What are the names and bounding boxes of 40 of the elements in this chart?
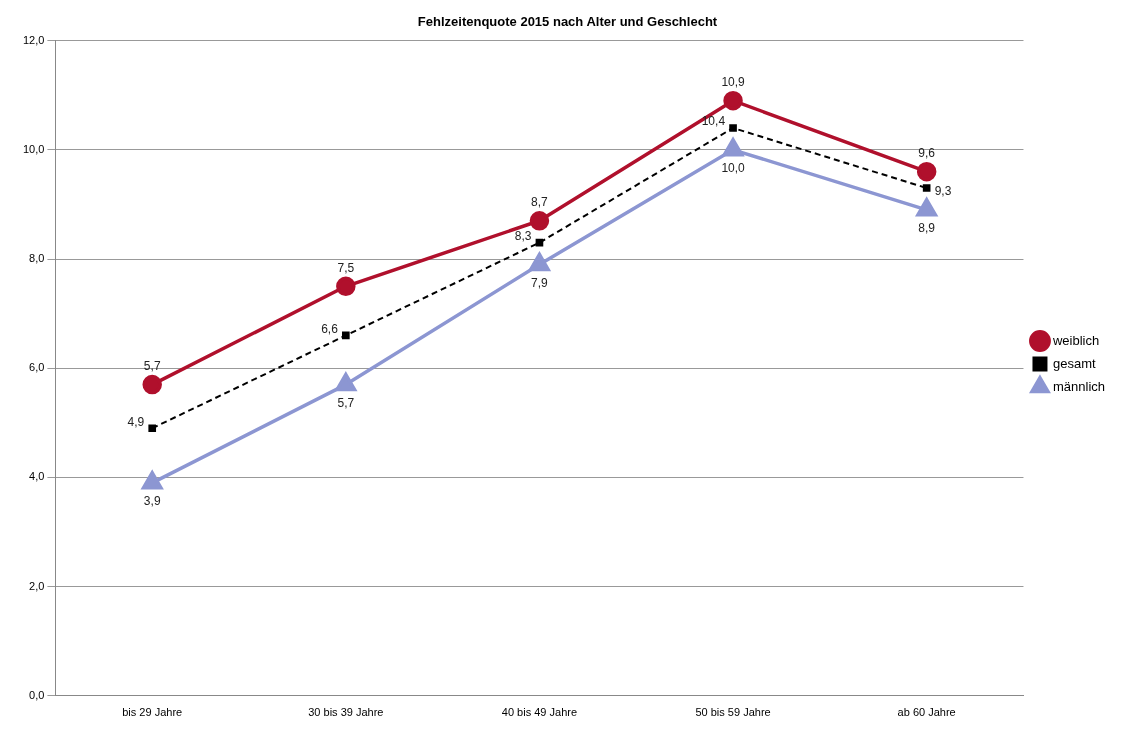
point bbox=[148, 424, 157, 433]
legend-label: männlich bbox=[1052, 378, 1106, 394]
y-tick-label: 10,0 bbox=[22, 142, 45, 155]
point bbox=[142, 374, 162, 395]
data-label: 10,4 bbox=[701, 114, 726, 129]
data-label: 10,0 bbox=[721, 161, 746, 176]
data-label: 5,7 bbox=[337, 395, 355, 410]
legend-label: weiblich bbox=[1051, 332, 1100, 348]
point bbox=[922, 184, 931, 192]
point bbox=[529, 211, 550, 231]
data-label: 7,5 bbox=[337, 260, 355, 275]
y-tick-label: 0,0 bbox=[29, 688, 45, 701]
data-label: 8,9 bbox=[918, 221, 936, 236]
data-label: 7,9 bbox=[531, 275, 549, 290]
data-label: 4,9 bbox=[127, 414, 145, 429]
point bbox=[729, 124, 737, 132]
point bbox=[723, 90, 743, 111]
x-tick-label: ab 60 Jahre bbox=[897, 706, 956, 719]
x-tick-label: bis 29 Jahre bbox=[122, 706, 183, 719]
y-tick-label: 4,0 bbox=[29, 470, 45, 483]
point bbox=[336, 276, 356, 297]
x-tick-label: 40 bis 49 Jahre bbox=[501, 706, 578, 719]
data-label: 9,3 bbox=[934, 184, 952, 199]
point bbox=[916, 161, 937, 182]
x-tick-label: 30 bis 39 Jahre bbox=[308, 706, 384, 719]
point bbox=[342, 331, 350, 340]
data-label: 9,6 bbox=[918, 145, 936, 160]
data-label: 8,3 bbox=[514, 228, 532, 243]
y-tick-label: 12,0 bbox=[22, 33, 45, 46]
data-label: 3,9 bbox=[143, 494, 161, 509]
x-tick-label: 50 bis 59 Jahre bbox=[695, 706, 771, 719]
data-label: 10,9 bbox=[721, 74, 746, 89]
y-tick-label: 2,0 bbox=[29, 579, 45, 592]
y-tick-label: 8,0 bbox=[29, 252, 45, 265]
data-label: 6,6 bbox=[321, 321, 339, 336]
data-label: 8,7 bbox=[531, 195, 549, 210]
chart-title: Fehlzeitenquote 2015 nach Alter und Geschlecht bbox=[417, 14, 718, 30]
legend-label: gesamt bbox=[1052, 355, 1096, 371]
data-label: 5,7 bbox=[143, 358, 161, 373]
y-tick-label: 6,0 bbox=[29, 361, 45, 374]
